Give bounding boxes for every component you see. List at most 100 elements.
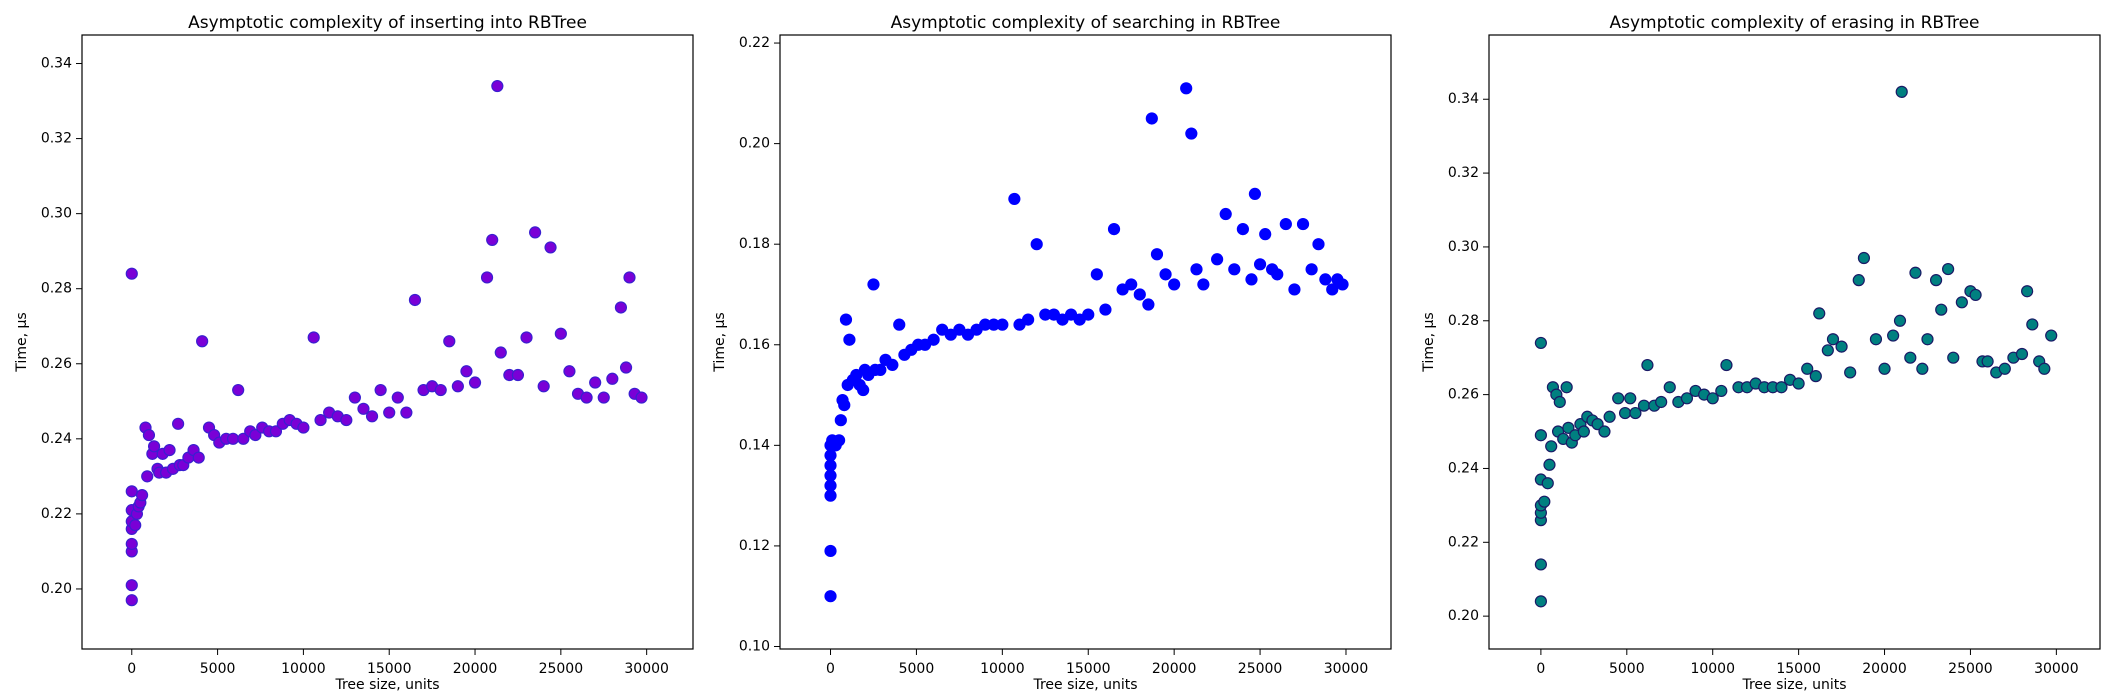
point	[1969, 288, 1982, 302]
point	[1878, 362, 1891, 375]
point	[1916, 362, 1929, 375]
point	[307, 331, 320, 344]
point	[2015, 347, 2029, 361]
x-tick-label: 30000	[624, 661, 669, 677]
point	[1296, 217, 1310, 231]
x-axis-label: Tree size, units	[1741, 677, 1846, 693]
point	[1813, 307, 1826, 320]
point	[1545, 440, 1558, 453]
plot-frame	[779, 34, 1392, 650]
point	[1030, 238, 1043, 251]
point	[563, 365, 576, 378]
point	[1624, 392, 1637, 405]
x-tick-label: 15000	[1066, 661, 1111, 677]
point	[1844, 366, 1857, 379]
point	[1720, 358, 1733, 372]
y-tick-label: 0.14	[739, 437, 770, 453]
point	[163, 443, 176, 457]
point	[893, 318, 906, 331]
x-tick-label: 0	[1536, 661, 1545, 677]
point	[597, 391, 610, 404]
point	[1929, 274, 1943, 287]
y-axis-label: Time, μs	[14, 312, 30, 372]
point	[1159, 268, 1172, 281]
y-axis-label: Time, μs	[712, 312, 728, 372]
x-tick-label: 20000	[453, 661, 498, 677]
point	[1538, 495, 1551, 508]
point	[1826, 333, 1840, 346]
point	[1211, 253, 1224, 266]
point	[554, 327, 567, 340]
point	[443, 335, 456, 348]
point	[1857, 251, 1871, 265]
point	[1835, 340, 1848, 353]
chart: Asymptotic complexity of searching in RB…	[712, 13, 1392, 693]
point	[1706, 392, 1719, 405]
x-tick-label: 0	[127, 661, 136, 677]
point	[1921, 333, 1934, 346]
point	[1577, 425, 1590, 438]
point	[537, 380, 550, 393]
point	[1022, 313, 1035, 326]
point	[1326, 283, 1339, 296]
plot-frame	[81, 34, 694, 650]
point	[249, 428, 262, 442]
point	[824, 449, 837, 462]
x-tick-label: 10000	[281, 661, 326, 677]
point	[834, 414, 847, 427]
point	[1553, 395, 1566, 409]
x-tick-label: 30000	[2034, 661, 2079, 677]
point	[824, 479, 837, 492]
point	[1663, 381, 1676, 394]
plot-frame	[1488, 34, 2101, 650]
point	[2021, 285, 2034, 298]
x-tick-label: 25000	[539, 661, 584, 677]
point	[1319, 273, 1332, 286]
point	[1150, 248, 1164, 261]
y-tick-label: 0.34	[41, 56, 72, 72]
point	[1534, 595, 1547, 608]
y-tick-label: 0.10	[739, 638, 770, 654]
point	[125, 579, 138, 592]
point	[2026, 318, 2039, 331]
y-tick-label: 0.34	[1448, 91, 1479, 107]
point	[451, 380, 464, 393]
point	[1305, 263, 1318, 276]
point	[314, 413, 327, 427]
point	[460, 365, 473, 378]
point	[1775, 381, 1788, 394]
point	[1336, 278, 1349, 291]
x-tick-label: 0	[826, 661, 835, 677]
point	[1534, 336, 1547, 350]
point	[843, 333, 856, 346]
point	[1637, 399, 1651, 412]
point	[544, 241, 557, 254]
chart: Asymptotic complexity of erasing in RBTr…	[1421, 13, 2101, 693]
x-tick-label: 5000	[899, 661, 935, 677]
point	[635, 391, 648, 404]
point	[1955, 296, 1968, 309]
point	[365, 410, 379, 423]
point	[623, 271, 636, 284]
point	[833, 434, 846, 447]
point	[1852, 274, 1865, 287]
point	[135, 489, 149, 502]
x-tick-label: 10000	[980, 661, 1025, 677]
x-tick-label: 25000	[1238, 661, 1283, 677]
point	[824, 469, 837, 482]
point	[486, 233, 499, 247]
point	[1145, 112, 1158, 125]
point	[2045, 329, 2058, 342]
x-tick-label: 5000	[1609, 661, 1645, 677]
point	[1641, 358, 1654, 372]
point	[226, 432, 240, 445]
point	[1543, 458, 1556, 471]
point	[1168, 278, 1181, 291]
point	[511, 368, 525, 382]
point	[129, 519, 142, 532]
point	[1655, 395, 1668, 409]
chart-title: Asymptotic complexity of inserting into …	[188, 13, 587, 33]
y-tick-label: 0.28	[1448, 313, 1479, 329]
point	[1909, 266, 1922, 279]
